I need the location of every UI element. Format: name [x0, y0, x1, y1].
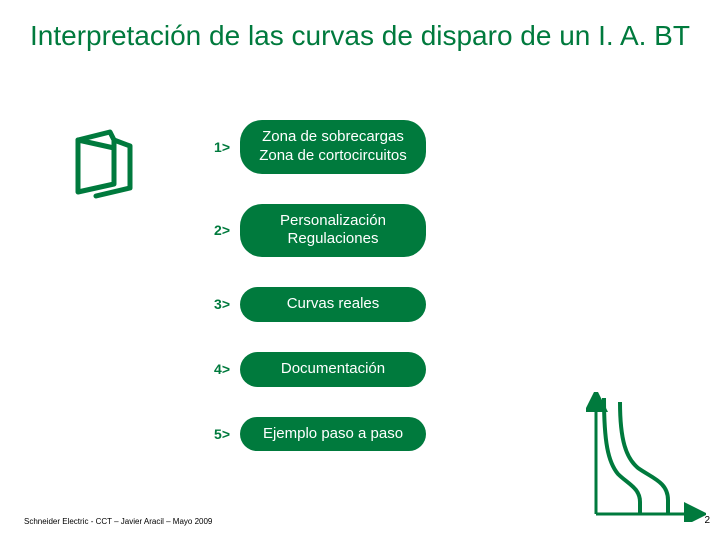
list-item: 3> Curvas reales — [208, 287, 426, 322]
item-line2: Regulaciones — [254, 230, 412, 249]
slide: Interpretación de las curvas de disparo … — [0, 0, 720, 540]
item-pill: Personalización Regulaciones — [240, 204, 426, 258]
item-line2: Zona de cortocircuitos — [254, 147, 412, 166]
item-line1: Curvas reales — [254, 295, 412, 314]
item-line1: Documentación — [254, 360, 412, 379]
page-title: Interpretación de las curvas de disparo … — [0, 18, 720, 53]
list-item: 1> Zona de sobrecargas Zona de cortocirc… — [208, 120, 426, 174]
topic-list: 1> Zona de sobrecargas Zona de cortocirc… — [208, 120, 426, 481]
item-number: 2> — [208, 222, 240, 238]
list-item: 2> Personalización Regulaciones — [208, 204, 426, 258]
item-number: 3> — [208, 296, 240, 312]
item-number: 1> — [208, 139, 240, 155]
list-item: 4> Documentación — [208, 352, 426, 387]
item-number: 5> — [208, 426, 240, 442]
page-number: 2 — [704, 515, 710, 526]
item-pill: Ejemplo paso a paso — [240, 417, 426, 452]
item-pill: Curvas reales — [240, 287, 426, 322]
item-line1: Zona de sobrecargas — [254, 128, 412, 147]
item-line1: Ejemplo paso a paso — [254, 425, 412, 444]
footer-text: Schneider Electric - CCT – Javier Aracil… — [24, 517, 212, 526]
trip-curve-icon — [586, 392, 706, 522]
list-item: 5> Ejemplo paso a paso — [208, 417, 426, 452]
item-pill: Zona de sobrecargas Zona de cortocircuit… — [240, 120, 426, 174]
item-line1: Personalización — [254, 212, 412, 231]
item-number: 4> — [208, 361, 240, 377]
item-pill: Documentación — [240, 352, 426, 387]
documents-icon — [66, 122, 146, 202]
